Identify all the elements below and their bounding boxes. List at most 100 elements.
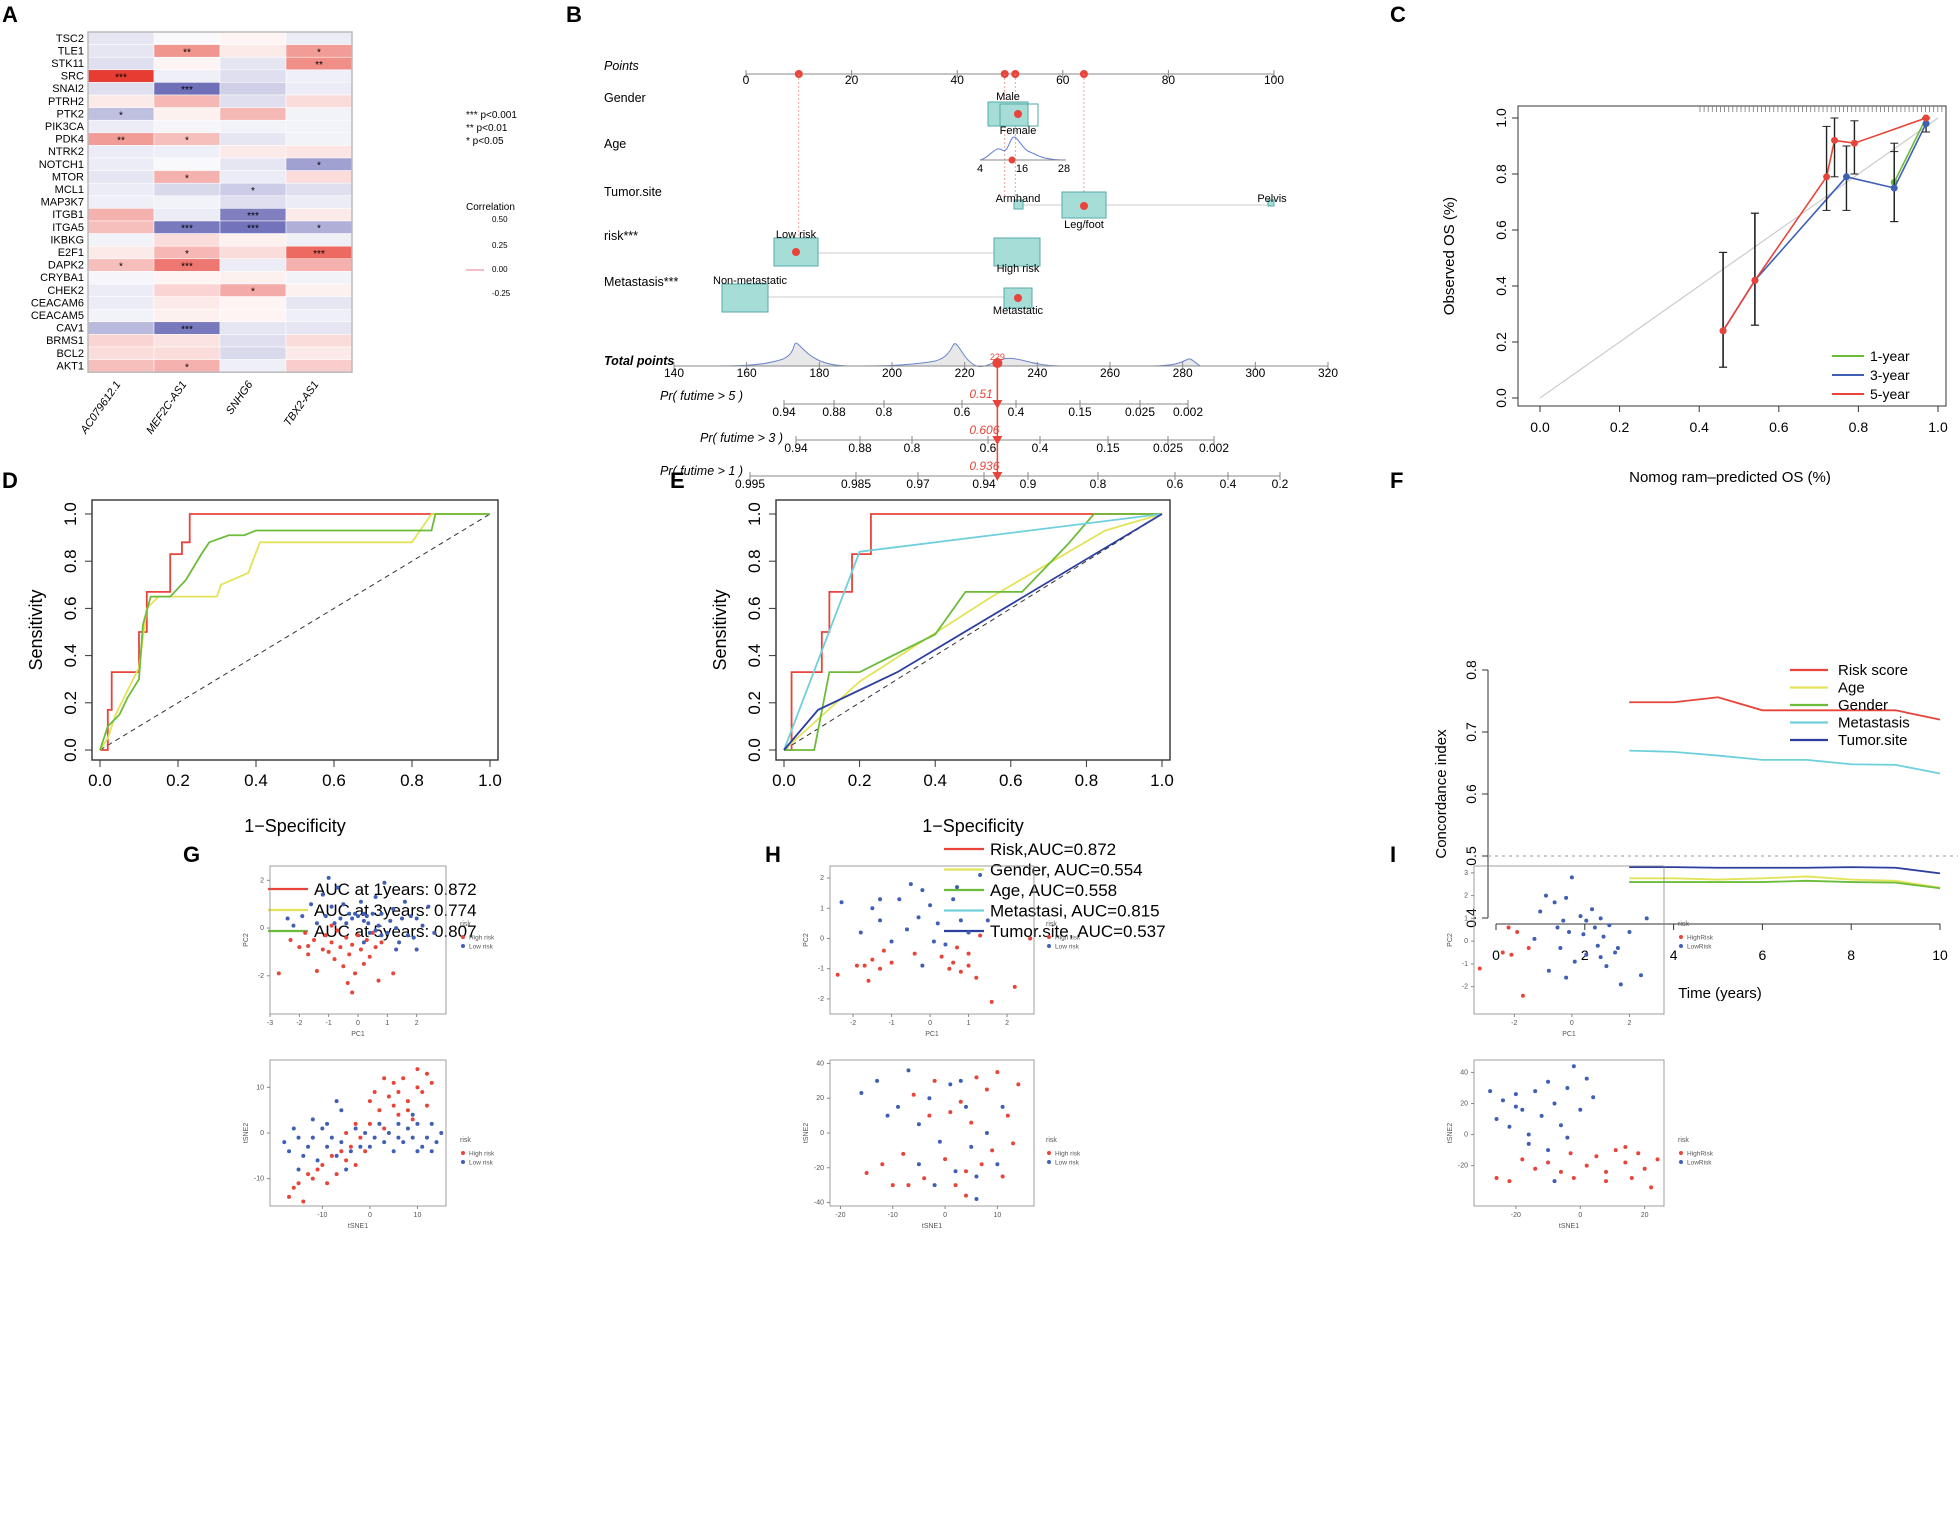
heatmap-cell — [219, 157, 287, 171]
x-tick-label: -3 — [267, 1020, 273, 1027]
scatter-point-low-risk — [296, 1167, 301, 1172]
panel-label-b: B — [566, 2, 582, 27]
scatter-point-high-risk — [1629, 1176, 1634, 1181]
scatter-point-high-risk — [966, 963, 971, 968]
y-tick-label: 0.2 — [1493, 332, 1509, 352]
scatter-point-high-risk — [303, 930, 308, 935]
probability-tick-label: 0.4 — [1008, 405, 1025, 419]
significance-mark: * — [185, 249, 189, 260]
scatter-point-high-risk — [1613, 1148, 1618, 1153]
scatter-point-low-risk — [875, 1078, 880, 1083]
scatter-point-high-risk — [974, 975, 979, 980]
scatter-point-low-risk — [405, 933, 410, 938]
scatter-point-low-risk — [377, 1121, 382, 1126]
scatter-point-high-risk — [405, 1099, 410, 1104]
scatter-point-high-risk — [835, 972, 840, 977]
x-tick-label: 0.0 — [1530, 419, 1550, 435]
legend-entry: Metastasis — [1838, 715, 1910, 732]
scatter-point-high-risk — [312, 938, 316, 942]
scatter-point-low-risk — [1500, 1098, 1505, 1103]
probability-tick-label: 0.4 — [1032, 441, 1049, 455]
scatter-point-high-risk — [363, 1149, 368, 1154]
roc-frame — [91, 499, 499, 761]
y-tick-label: 0.6 — [61, 597, 80, 621]
y-tick-label: 20 — [1460, 1100, 1468, 1107]
x-tick-label: -2 — [850, 1020, 856, 1027]
scatter-point-low-risk — [325, 1121, 330, 1126]
scatter-point-low-risk — [1618, 982, 1623, 987]
scatter-point-low-risk — [397, 940, 402, 945]
heatmap-cell — [153, 283, 221, 297]
scatter-point-low-risk — [951, 897, 956, 902]
heatmap-row-label: CRYBA1 — [40, 272, 84, 284]
scatter-point-high-risk — [329, 1153, 334, 1158]
scatter-point-high-risk — [424, 1071, 429, 1076]
scatter-point-low-risk — [1572, 959, 1577, 964]
significance-mark: * — [251, 287, 255, 298]
y-tick-label: 1.0 — [745, 502, 764, 526]
scatter-point-high-risk — [906, 1183, 911, 1188]
heatmap-cell — [153, 119, 221, 134]
y-tick-label: 0.6 — [745, 597, 764, 621]
y-tick-label: 0.4 — [61, 644, 80, 668]
scatter-point-low-risk — [358, 899, 363, 904]
scatter-point-high-risk — [361, 961, 366, 966]
scatter-point-low-risk — [1513, 1092, 1518, 1097]
y-tick-label: 0.8 — [1493, 164, 1509, 184]
scatter-frame — [829, 1059, 1035, 1207]
scatter-point-low-risk — [373, 928, 378, 933]
roc-curve — [783, 513, 1163, 751]
scatter-point-low-risk — [955, 885, 960, 890]
significance-mark: ** — [183, 47, 191, 58]
heatmap-cell — [285, 208, 353, 222]
y-axis-title: Concordance index — [1433, 729, 1450, 859]
heatmap-cell — [153, 69, 221, 83]
heatmap-cell — [153, 346, 221, 360]
scatter-point-low-risk — [396, 1121, 401, 1126]
roc-curve — [783, 513, 1163, 751]
scatter-point-high-risk — [364, 938, 369, 942]
scatter-point-low-risk — [1565, 1135, 1570, 1140]
heatmap-cell — [87, 296, 155, 310]
scatter-point-low-risk — [429, 1149, 434, 1154]
y-axis-title: PC2 — [243, 933, 250, 947]
heatmap-cell — [219, 119, 287, 134]
scatter-point-high-risk — [1649, 1185, 1654, 1190]
scatter-point-low-risk — [978, 873, 983, 878]
x-tick-label: 0.4 — [244, 771, 268, 790]
heatmap-cell — [219, 233, 287, 247]
scatter-point-low-risk — [1000, 1104, 1005, 1109]
scatter-point-low-risk — [1590, 907, 1595, 912]
nomogram-label-total-points: Total points — [604, 354, 674, 368]
roc-frame — [775, 499, 1171, 761]
scatter-point-high-risk — [315, 1167, 320, 1172]
calibration-diagonal — [1539, 117, 1939, 399]
points-tick-label: 20 — [845, 73, 859, 87]
probability-tick-label: 0.15 — [1068, 405, 1092, 419]
heatmap-row-label: STK11 — [51, 58, 84, 70]
heatmap-cell — [87, 82, 155, 96]
scatter-point-low-risk — [916, 1162, 921, 1167]
scatter-point-low-risk — [948, 1082, 953, 1087]
scatter-point-low-risk — [1615, 945, 1620, 950]
scatter-point-low-risk — [916, 1122, 921, 1127]
x-tick-label: 1.0 — [478, 771, 502, 790]
scatter-point-high-risk — [866, 978, 871, 983]
scatter-point-high-risk — [1012, 984, 1017, 989]
legend-dot — [1679, 935, 1683, 939]
risk-label-low: Low risk — [776, 229, 817, 241]
scatter-point-high-risk — [990, 1148, 995, 1153]
scatter-point-low-risk — [1564, 895, 1569, 900]
heatmap-cell — [285, 359, 353, 373]
heatmap-row-label: MCL1 — [55, 184, 84, 196]
scatter-point-high-risk — [386, 1094, 391, 1099]
scatter-point-high-risk — [1604, 1179, 1609, 1184]
nomogram-label-pr1: Pr( futime > 1 ) — [660, 464, 743, 478]
significance-legend-entry: ** p<0.01 — [466, 123, 508, 134]
scatter-point-high-risk — [966, 951, 971, 956]
legend-entry: Gender — [1838, 697, 1888, 714]
legend-title: risk — [1678, 921, 1689, 928]
scatter-point-high-risk — [1568, 1151, 1573, 1156]
y-tick-label: 0.0 — [745, 738, 764, 762]
calibration-series-line — [1893, 117, 1927, 183]
